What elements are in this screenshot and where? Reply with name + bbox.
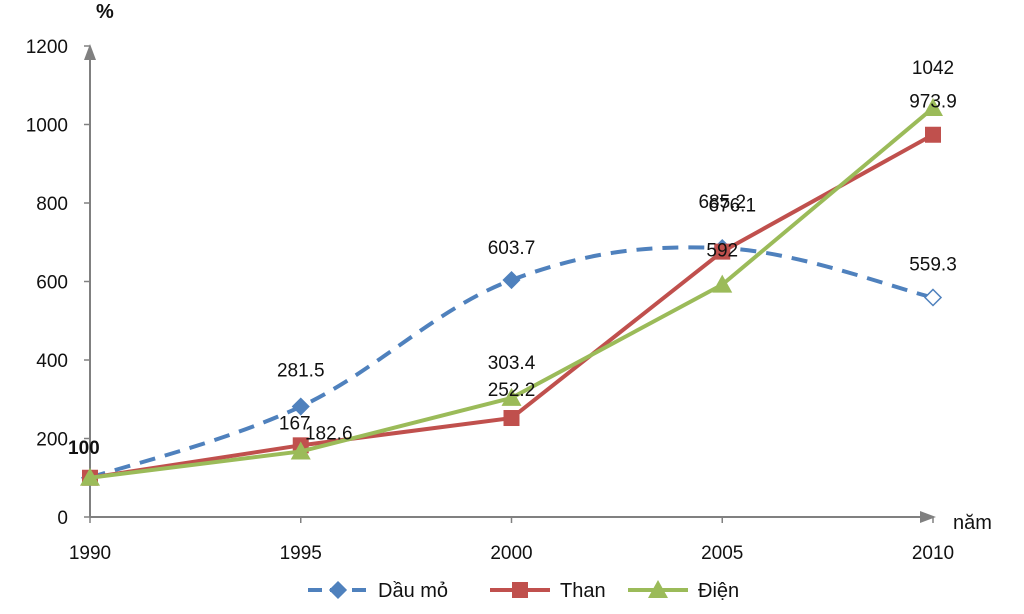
x-axis-arrow xyxy=(920,511,936,523)
y-tick-label: 400 xyxy=(36,351,68,372)
triangle-marker xyxy=(648,580,668,598)
y-tick-label: 800 xyxy=(36,194,68,215)
start-data-label: 100 xyxy=(68,438,100,459)
data-label: 685.2 xyxy=(698,192,746,213)
series-line-1 xyxy=(89,132,934,480)
y-axis-title: % xyxy=(96,1,114,23)
y-tick-label: 1200 xyxy=(26,37,68,58)
data-label: 592 xyxy=(706,241,738,262)
legend-label: Dầu mỏ xyxy=(378,580,448,602)
square-marker xyxy=(714,243,731,260)
ticks: 0 200 400 600 800 1000 1200 1990 1995 2000 2005 201… xyxy=(26,37,954,564)
y-tick-label: 1000 xyxy=(26,116,68,137)
data-label: 603.7 xyxy=(488,238,536,259)
data-label: 973.9 xyxy=(909,92,957,113)
y-tick-label: 600 xyxy=(36,273,68,294)
y-axis-arrow xyxy=(84,44,96,60)
diamond-marker xyxy=(291,397,310,416)
data-label: 252.2 xyxy=(488,380,536,401)
data-label: 1042 xyxy=(912,58,954,79)
data-label: 676.1 xyxy=(708,196,756,217)
data-label: 182.6 xyxy=(305,423,353,444)
data-label: 281.5 xyxy=(277,361,325,382)
data-labels: 100 281.5 603.7 685.2 559.3 182.6 252.2 676.1 9… xyxy=(68,58,957,459)
triangle-marker xyxy=(923,98,943,117)
diamond-marker xyxy=(328,580,348,600)
x-tick-label: 2010 xyxy=(912,543,954,564)
triangle-marker xyxy=(80,467,100,486)
data-label: 303.4 xyxy=(488,353,536,374)
diamond-marker xyxy=(502,270,521,290)
y-tick-label: 0 xyxy=(57,508,68,529)
x-tick-label: 1990 xyxy=(69,543,111,564)
triangle-marker xyxy=(712,274,733,293)
square-marker xyxy=(503,410,520,427)
triangle-marker xyxy=(290,441,311,460)
y-tick-label: 200 xyxy=(36,430,68,451)
x-tick-label: 2000 xyxy=(490,543,532,564)
legend-label: Điện xyxy=(698,580,739,602)
data-label: 559.3 xyxy=(909,254,957,275)
triangle-marker xyxy=(501,387,522,406)
legend: Dầu mỏ Than Điện xyxy=(308,580,739,602)
square-marker xyxy=(512,582,528,598)
x-axis-title: năm xyxy=(953,512,992,534)
square-marker xyxy=(925,126,941,143)
x-tick-label: 1995 xyxy=(280,543,322,564)
x-tick-label: 2005 xyxy=(701,543,743,564)
axes: % năm xyxy=(84,1,992,534)
series xyxy=(80,98,943,487)
legend-label: Than xyxy=(560,580,606,602)
diamond-marker xyxy=(923,288,943,307)
data-label: 167 xyxy=(279,413,311,434)
